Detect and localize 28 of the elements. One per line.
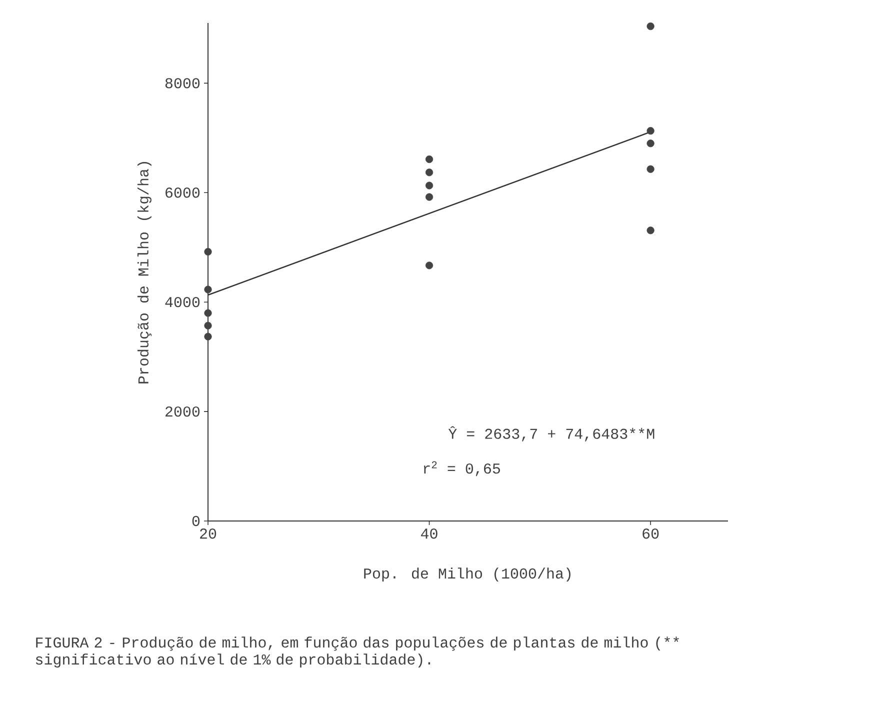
point xyxy=(646,165,654,173)
x-tick-label: 40 xyxy=(421,528,438,539)
point xyxy=(204,332,212,340)
point xyxy=(425,168,434,176)
text: FIGURA 2 - Produção de milho, em função das populações de plantas de milho (** significativo ao nível de 1% de probabilidade). xyxy=(36,636,679,668)
x-tick-label: 20 xyxy=(200,528,216,539)
point xyxy=(204,286,212,294)
annotation: Ŷ = 2633,7 + 74,6483**M xyxy=(448,426,654,442)
point xyxy=(204,322,212,330)
point xyxy=(425,182,434,190)
y-tick-label: 0 xyxy=(192,516,200,526)
point xyxy=(425,155,434,164)
y-axis-title: Produção de Milho (kg/ha) xyxy=(137,162,152,384)
point xyxy=(646,226,654,234)
point xyxy=(204,309,212,317)
y-tick-label: 8000 xyxy=(165,78,200,88)
annotation: r$^{2}$ = 0,65 xyxy=(424,461,500,476)
point xyxy=(646,22,654,30)
y-tick-label: 4000 xyxy=(165,297,200,308)
y-tick-label: 2000 xyxy=(166,406,200,417)
x-axis-title: Pop. de Milho (1000/ha) xyxy=(364,568,570,582)
y-tick-label: 6000 xyxy=(166,188,200,198)
point xyxy=(204,248,212,256)
point xyxy=(425,262,434,270)
x-tick-label: 60 xyxy=(642,528,659,539)
point xyxy=(425,193,434,201)
point xyxy=(646,127,654,135)
point xyxy=(646,140,654,148)
